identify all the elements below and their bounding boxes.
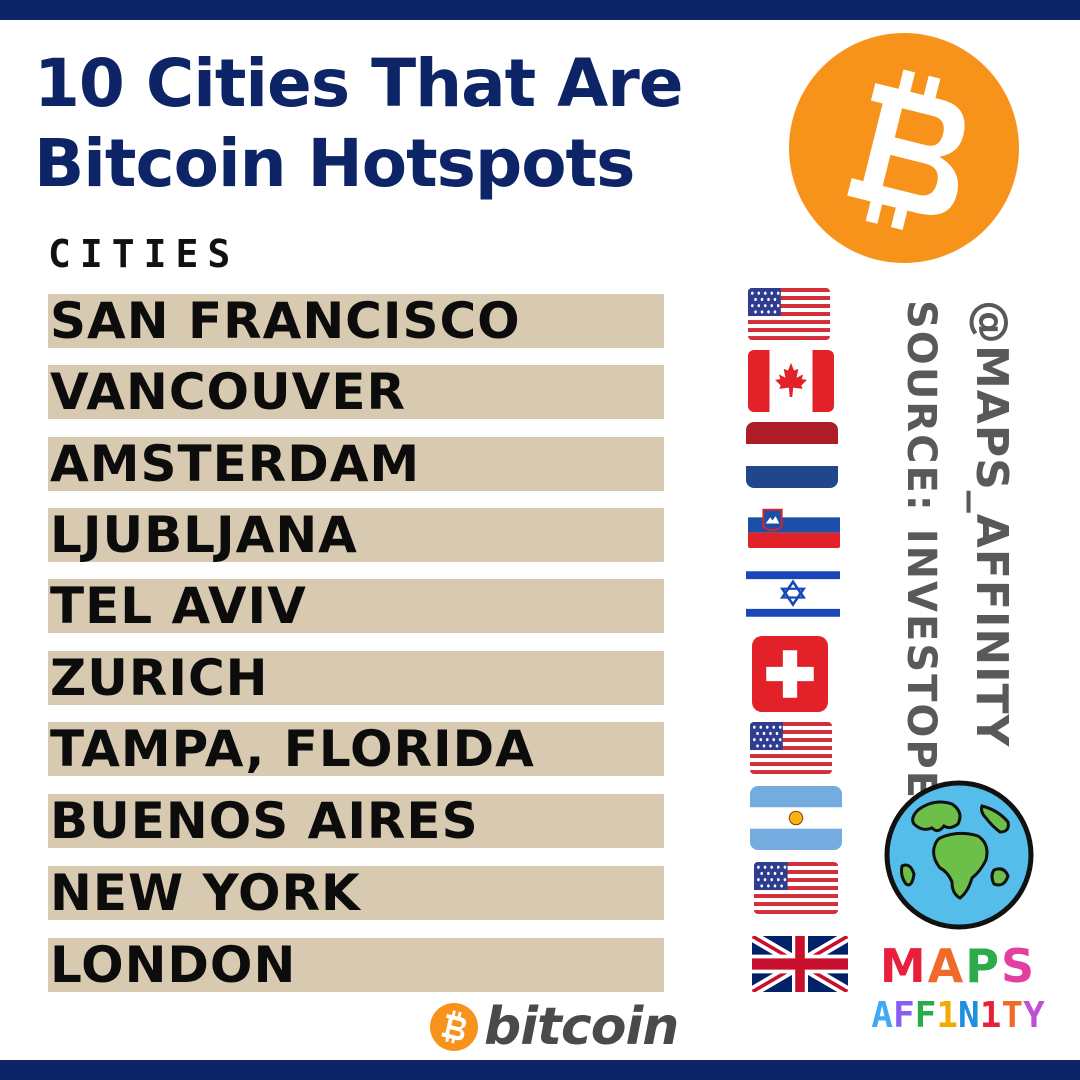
city-name: SAN FRANCISCO <box>50 294 521 348</box>
maps-affinity-logo: MAPS AFF1N1TY <box>868 940 1048 1038</box>
page-title: 10 Cities That Are Bitcoin Hotspots <box>34 44 683 204</box>
logo-letter: M <box>880 939 928 993</box>
city-name: VANCOUVER <box>50 365 406 419</box>
city-row: TAMPA, FLORIDA <box>48 722 664 776</box>
logo-letter: 1 <box>936 995 958 1036</box>
slovenia-flag-icon <box>748 502 840 548</box>
city-row: ZURICH <box>48 651 664 705</box>
usa-flag-icon <box>750 722 832 774</box>
logo-letter: Y <box>1023 995 1045 1036</box>
bottom-border-bar <box>0 1060 1080 1080</box>
logo-letter: N <box>958 995 980 1036</box>
logo-letter: S <box>1001 939 1036 993</box>
city-row: VANCOUVER <box>48 365 664 419</box>
usa-flag-icon <box>754 862 838 914</box>
canada-flag-icon <box>748 350 834 412</box>
logo-letter: F <box>893 995 915 1036</box>
affinity-wordmark: AFF1N1TY <box>868 994 1048 1038</box>
city-name: TEL AVIV <box>50 579 307 633</box>
city-row: LJUBLJANA <box>48 508 664 562</box>
logo-letter: 1 <box>980 995 1002 1036</box>
logo-letter: T <box>1001 995 1023 1036</box>
netherlands-flag-icon <box>746 422 838 488</box>
top-border-bar <box>0 0 1080 20</box>
globe-icon <box>882 778 1036 932</box>
maps-wordmark: MAPS <box>868 940 1048 992</box>
bitcoin-wordmark-logo: bitcoin <box>430 998 678 1056</box>
city-name: TAMPA, FLORIDA <box>50 722 535 776</box>
switzerland-flag-icon <box>752 636 828 712</box>
city-name: BUENOS AIRES <box>50 794 479 848</box>
city-name: NEW YORK <box>50 866 361 920</box>
city-row: SAN FRANCISCO <box>48 294 664 348</box>
social-handle: @MAPS_AFFINITY <box>966 300 1017 747</box>
israel-flag-icon <box>746 566 840 622</box>
city-name: ZURICH <box>50 651 269 705</box>
title-line-2: Bitcoin Hotspots <box>34 124 683 204</box>
city-name: LJUBLJANA <box>50 508 358 562</box>
bitcoin-coin-icon <box>430 1003 478 1051</box>
city-row: LONDON <box>48 938 664 992</box>
logo-letter: P <box>965 939 1001 993</box>
logo-letter: A <box>928 939 966 993</box>
city-row: TEL AVIV <box>48 579 664 633</box>
title-line-1: 10 Cities That Are <box>34 44 683 124</box>
city-name: AMSTERDAM <box>50 437 420 491</box>
cities-column-header: CITIES <box>48 232 239 276</box>
city-row: BUENOS AIRES <box>48 794 664 848</box>
uk-flag-icon <box>752 936 848 992</box>
city-name: LONDON <box>50 938 296 992</box>
city-row: AMSTERDAM <box>48 437 664 491</box>
bitcoin-wordmark-text: bitcoin <box>484 997 678 1057</box>
city-row: NEW YORK <box>48 866 664 920</box>
usa-flag-icon <box>748 288 830 340</box>
argentina-flag-icon <box>750 786 842 850</box>
bitcoin-logo-icon <box>788 32 1020 264</box>
logo-letter: F <box>915 995 937 1036</box>
logo-letter: A <box>871 995 893 1036</box>
